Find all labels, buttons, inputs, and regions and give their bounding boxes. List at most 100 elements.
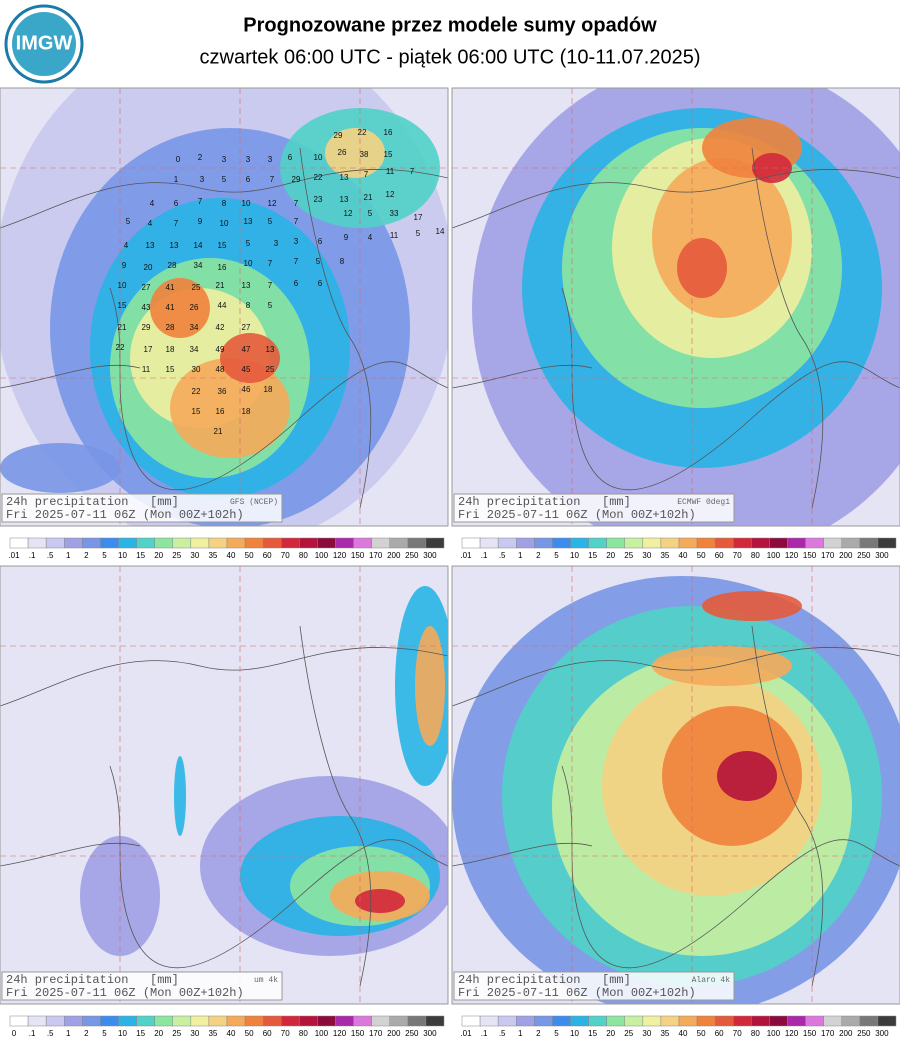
gfs-value: 3 <box>294 237 299 246</box>
gfs-value: 17 <box>144 345 153 354</box>
gfs-value: 3 <box>200 175 205 184</box>
colorbar-cell <box>335 537 354 549</box>
colorbar-label: 5 <box>554 1029 559 1038</box>
gfs-value: 15 <box>166 365 175 374</box>
colorbar-cell <box>642 1015 662 1027</box>
gfs-value: 27 <box>242 323 251 332</box>
colorbar-label: 1 <box>518 1029 523 1038</box>
colorbar-cell <box>678 1015 698 1027</box>
gfs-value: 29 <box>334 131 343 140</box>
colorbar-cell <box>190 537 210 549</box>
colorbar-cell <box>461 1015 481 1027</box>
colorbar-cell <box>823 1015 842 1027</box>
precip-area <box>717 751 777 801</box>
gfs-value: 13 <box>340 195 349 204</box>
colorbar-cell <box>479 1015 499 1027</box>
gfs-value: 21 <box>118 323 127 332</box>
colorbar-label: 1 <box>66 551 71 560</box>
colorbar-label: .01 <box>460 551 472 560</box>
gfs-value: 21 <box>214 427 223 436</box>
gfs-value: 4 <box>148 219 153 228</box>
caption-box <box>453 493 735 523</box>
colorbar-label: 15 <box>136 1029 145 1038</box>
colorbar-label: 1 <box>66 1029 71 1038</box>
gfs-value: 27 <box>142 283 151 292</box>
colorbar-cell <box>479 537 499 549</box>
caption: 24h precipitation [mm] <box>458 973 631 987</box>
gfs-value: 43 <box>142 303 151 312</box>
colorbar-label: 250 <box>857 1029 871 1038</box>
colorbar-label: 60 <box>263 551 272 560</box>
gfs-value: 18 <box>166 345 175 354</box>
colorbar-cell <box>45 1015 65 1027</box>
title: Prognozowane przez modele sumy opadów <box>243 14 657 36</box>
gfs-value: 25 <box>266 365 275 374</box>
colorbar-label: 80 <box>751 551 760 560</box>
colorbar-cell <box>64 537 83 549</box>
colorbar-cell <box>534 1015 553 1027</box>
colorbar-label: 2 <box>84 1029 89 1038</box>
gfs-value: 10 <box>314 153 323 162</box>
border-line <box>452 842 593 867</box>
colorbar-cell <box>371 1015 390 1027</box>
colorbar-label: 25 <box>172 551 181 560</box>
colorbar-cell <box>606 1015 626 1027</box>
gfs-value: 5 <box>268 217 273 226</box>
gfs-value: 7 <box>268 281 273 290</box>
colorbar-cell <box>335 1015 354 1027</box>
gfs-value: 14 <box>194 241 203 250</box>
colorbar-cell <box>841 537 861 549</box>
gfs-value: 15 <box>384 150 393 159</box>
colorbar-cell <box>516 1015 535 1027</box>
precip-area <box>0 443 120 493</box>
caption: 24h precipitation [mm] <box>458 495 631 509</box>
border-line <box>109 765 448 969</box>
panel-frame <box>451 87 900 527</box>
gfs-value: 6 <box>318 279 323 288</box>
colorbar-cell <box>389 1015 409 1027</box>
colorbar-cell <box>64 1015 83 1027</box>
colorbar-cell <box>642 537 662 549</box>
colorbar-cell <box>136 537 155 549</box>
colorbar-label: .01 <box>460 1029 472 1038</box>
colorbar-label: 15 <box>136 551 145 560</box>
gfs-value: 11 <box>386 167 395 176</box>
gfs-value: 5 <box>416 229 421 238</box>
gfs-value: 12 <box>344 209 353 218</box>
gfs-value: 9 <box>344 233 349 242</box>
colorbar-label: 20 <box>154 551 163 560</box>
model-name: um 4k <box>254 976 278 985</box>
colorbar-label: 120 <box>785 1029 799 1038</box>
colorbar-label: 15 <box>588 1029 597 1038</box>
gfs-value: 29 <box>142 323 151 332</box>
gfs-value: 5 <box>268 301 273 310</box>
colorbar-cell <box>552 1015 571 1027</box>
colorbar-cell <box>9 1015 29 1027</box>
colorbar-label: 15 <box>588 551 597 560</box>
colorbar-cell <box>172 537 192 549</box>
gfs-value: 4 <box>150 199 155 208</box>
map-field <box>0 88 448 526</box>
colorbar-label: 120 <box>333 551 347 560</box>
gfs-value: 20 <box>144 263 153 272</box>
map-field <box>0 566 448 1004</box>
colorbar-cell <box>678 537 698 549</box>
colorbar-label: 80 <box>299 1029 308 1038</box>
colorbar-label: 250 <box>405 551 419 560</box>
panel-frame <box>451 565 900 1005</box>
colorbar-label: 250 <box>405 1029 419 1038</box>
colorbar-label: 35 <box>660 1029 669 1038</box>
colorbar-label: .5 <box>47 1029 54 1038</box>
valid-time: Fri 2025-07-11 06Z (Mon 00Z+102h) <box>458 986 696 1000</box>
colorbar-cell <box>226 537 246 549</box>
colorbar-cell <box>787 537 806 549</box>
gfs-value: 33 <box>390 209 399 218</box>
colorbar-cell <box>461 537 481 549</box>
colorbar-cell <box>841 1015 861 1027</box>
gfs-value: 3 <box>274 239 279 248</box>
colorbar-cell <box>606 537 626 549</box>
caption-box <box>453 971 735 1001</box>
colorbar-label: 10 <box>570 551 579 560</box>
colorbar-cell <box>118 537 137 549</box>
colorbar-cell <box>624 537 644 549</box>
